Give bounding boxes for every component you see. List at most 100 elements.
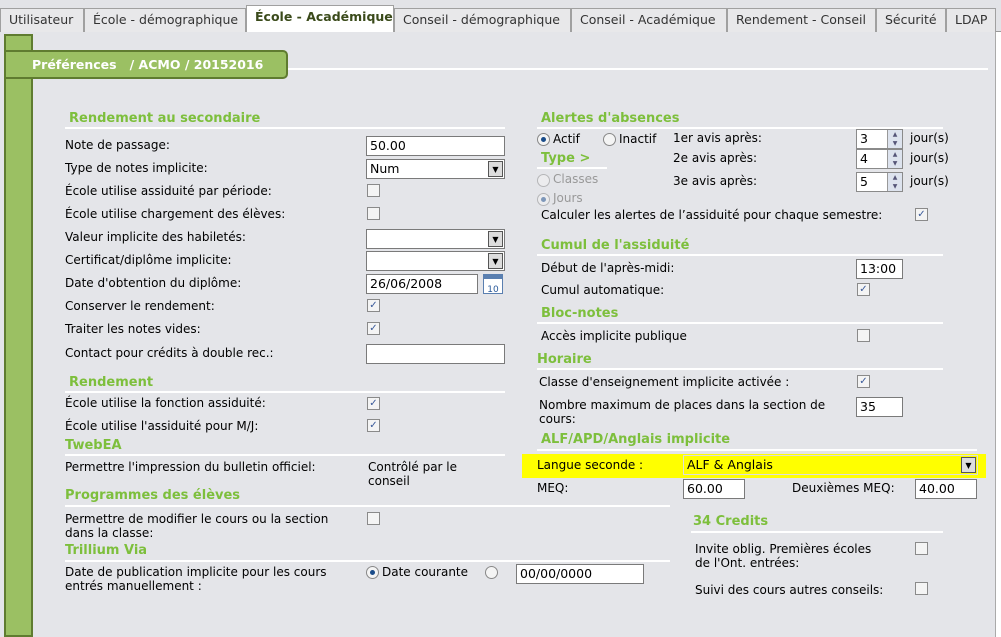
label: MEQ: bbox=[537, 481, 569, 495]
divider bbox=[537, 254, 943, 256]
selected-value: Num bbox=[370, 161, 400, 176]
label: Date d'obtention du diplôme: bbox=[65, 276, 242, 290]
notes-vides-checkbox[interactable]: ✓ bbox=[367, 322, 380, 335]
date-diplome-input[interactable]: 26/06/2008 bbox=[366, 274, 478, 294]
deuxiemes-meq-input[interactable]: 40.00 bbox=[915, 479, 977, 499]
avis2-stepper[interactable]: 4 ▲ ▼ bbox=[856, 149, 903, 169]
assiduite-mj-checkbox[interactable]: ✓ bbox=[367, 419, 380, 432]
label: de l'Ont. entrées: bbox=[695, 556, 800, 570]
label: École utilise assiduité par période: bbox=[65, 184, 272, 198]
section-title: Type > bbox=[541, 151, 591, 166]
classes-radio[interactable] bbox=[537, 174, 550, 187]
label: Date courante bbox=[382, 565, 469, 579]
chargement-checkbox[interactable] bbox=[367, 207, 380, 220]
breadcrumb-banner: Préférences / ACMO / 20152016 bbox=[4, 50, 288, 79]
tab-conseil-academique[interactable]: Conseil - Académique bbox=[571, 8, 727, 32]
tab-ecole-academique[interactable]: École - Académique bbox=[246, 5, 394, 33]
chevron-down-icon[interactable]: ▼ bbox=[488, 253, 503, 269]
divider bbox=[537, 167, 607, 169]
langue-seconde-select[interactable]: ALF & Anglais ▼ bbox=[683, 455, 978, 475]
date-courante-radio[interactable] bbox=[366, 566, 379, 579]
tab-ldap[interactable]: LDAP bbox=[946, 8, 996, 32]
meq-input[interactable]: 60.00 bbox=[683, 479, 745, 499]
semestre-checkbox[interactable]: ✓ bbox=[915, 208, 928, 221]
tab-utilisateur[interactable]: Utilisateur bbox=[0, 8, 84, 32]
label: Début de l'après-midi: bbox=[541, 261, 675, 275]
section-title: Cumul de l'assiduité bbox=[541, 238, 690, 253]
label: dans la classe: bbox=[65, 526, 154, 540]
value: 4 bbox=[860, 151, 868, 166]
divider bbox=[65, 560, 670, 562]
chevron-down-icon[interactable]: ▼ bbox=[488, 231, 503, 247]
tab-securite[interactable]: Sécurité bbox=[876, 8, 946, 32]
divider bbox=[537, 322, 943, 324]
label: Nombre maximum de places dans la section… bbox=[539, 398, 826, 412]
label: Cumul automatique: bbox=[541, 283, 665, 297]
unit: jour(s) bbox=[910, 151, 949, 165]
type-notes-select[interactable]: Num ▼ bbox=[366, 159, 505, 179]
avis3-stepper[interactable]: 5 ▲ ▼ bbox=[856, 172, 903, 192]
avis1-stepper[interactable]: 3 ▲ ▼ bbox=[856, 129, 903, 149]
label: entrés manuellement : bbox=[65, 579, 202, 593]
divider bbox=[691, 531, 943, 533]
label: Permettre de modifier le cours ou la sec… bbox=[65, 512, 329, 526]
section-title: 34 Credits bbox=[693, 514, 769, 529]
assiduite-periode-checkbox[interactable] bbox=[367, 184, 380, 197]
spinner-arrows-icon[interactable]: ▲ ▼ bbox=[887, 150, 902, 168]
note-passage-input[interactable]: 50.00 bbox=[366, 136, 505, 156]
section-title: Programmes des élèves bbox=[65, 488, 241, 503]
label: 2e avis après: bbox=[673, 151, 758, 165]
unit: jour(s) bbox=[910, 131, 949, 145]
label: Note de passage: bbox=[65, 138, 170, 152]
label: Langue seconde : bbox=[537, 458, 644, 472]
selected-value: ALF & Anglais bbox=[687, 457, 773, 472]
twebea-value: Contrôlé par le bbox=[368, 460, 458, 474]
label: cours: bbox=[539, 412, 576, 426]
date-custom-radio[interactable] bbox=[485, 566, 498, 579]
section-title: ALF/APD/Anglais implicite bbox=[541, 432, 731, 447]
actif-radio[interactable] bbox=[537, 133, 550, 146]
value: 3 bbox=[860, 131, 868, 146]
spinner-arrows-icon[interactable]: ▲ ▼ bbox=[887, 173, 902, 191]
label: 3e avis après: bbox=[673, 174, 758, 188]
jours-radio[interactable] bbox=[537, 193, 550, 206]
section-title: Rendement au secondaire bbox=[69, 111, 261, 126]
fonction-assiduite-checkbox[interactable]: ✓ bbox=[367, 397, 380, 410]
max-places-input[interactable]: 35 bbox=[856, 397, 903, 417]
modifier-cours-checkbox[interactable] bbox=[367, 512, 380, 525]
date-publication-input[interactable]: 00/00/0000 bbox=[516, 564, 644, 584]
suivi-cours-checkbox[interactable] bbox=[915, 582, 928, 595]
label: Date de publication implicite pour les c… bbox=[65, 565, 327, 579]
label: Invite oblig. Premières écoles bbox=[695, 542, 872, 556]
tab-conseil-demographique[interactable]: Conseil - démographique bbox=[394, 8, 571, 32]
calendar-icon[interactable]: 10 bbox=[483, 274, 503, 295]
label: 1er avis après: bbox=[673, 131, 762, 145]
chevron-down-icon[interactable]: ▼ bbox=[488, 161, 503, 177]
cumul-auto-checkbox[interactable]: ✓ bbox=[857, 283, 870, 296]
label: École utilise l'assiduité pour M/J: bbox=[65, 419, 259, 433]
section-title: Alertes d'absences bbox=[541, 111, 680, 126]
divider bbox=[288, 68, 988, 70]
label: Conserver le rendement: bbox=[65, 299, 215, 313]
tab-ecole-demographique[interactable]: École - démographique bbox=[84, 8, 246, 32]
label: Suivi des cours autres conseils: bbox=[695, 583, 884, 597]
acces-publique-checkbox[interactable] bbox=[857, 329, 870, 342]
label: Valeur implicite des habiletés: bbox=[65, 230, 246, 244]
conserver-checkbox[interactable]: ✓ bbox=[367, 299, 380, 312]
certificat-select[interactable]: ▼ bbox=[366, 251, 505, 271]
contact-input[interactable] bbox=[366, 344, 505, 364]
chevron-down-icon[interactable]: ▼ bbox=[961, 457, 976, 473]
section-title: Rendement bbox=[69, 375, 154, 390]
value: 5 bbox=[860, 174, 868, 189]
habiletes-select[interactable]: ▼ bbox=[366, 229, 505, 249]
debut-apres-midi-input[interactable]: 13:00 bbox=[856, 259, 903, 279]
label: Deuxièmes MEQ: bbox=[792, 481, 895, 495]
label: Calculer les alertes de l’assiduité pour… bbox=[541, 208, 883, 222]
spinner-arrows-icon[interactable]: ▲ ▼ bbox=[887, 130, 902, 148]
invite-oblig-checkbox[interactable] bbox=[915, 542, 928, 555]
label: Classes bbox=[553, 172, 599, 186]
tab-bar: Utilisateur École - démographique École … bbox=[0, 0, 1001, 33]
inactif-radio[interactable] bbox=[603, 133, 616, 146]
tab-rendement-conseil[interactable]: Rendement - Conseil bbox=[727, 8, 876, 32]
classe-enseignement-checkbox[interactable]: ✓ bbox=[857, 375, 870, 388]
